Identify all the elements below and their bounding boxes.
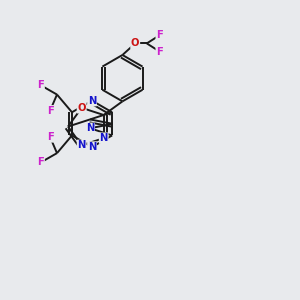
Text: F: F [38, 158, 44, 167]
Text: N: N [88, 96, 96, 106]
Text: O: O [131, 38, 140, 48]
Text: N: N [100, 133, 108, 143]
Text: N: N [77, 140, 86, 150]
Text: F: F [47, 106, 53, 116]
Text: O: O [77, 103, 86, 113]
Text: F: F [156, 30, 163, 40]
Text: F: F [156, 46, 163, 56]
Text: F: F [47, 132, 53, 142]
Text: N: N [86, 123, 94, 133]
Text: F: F [38, 80, 44, 90]
Text: N: N [88, 142, 96, 152]
